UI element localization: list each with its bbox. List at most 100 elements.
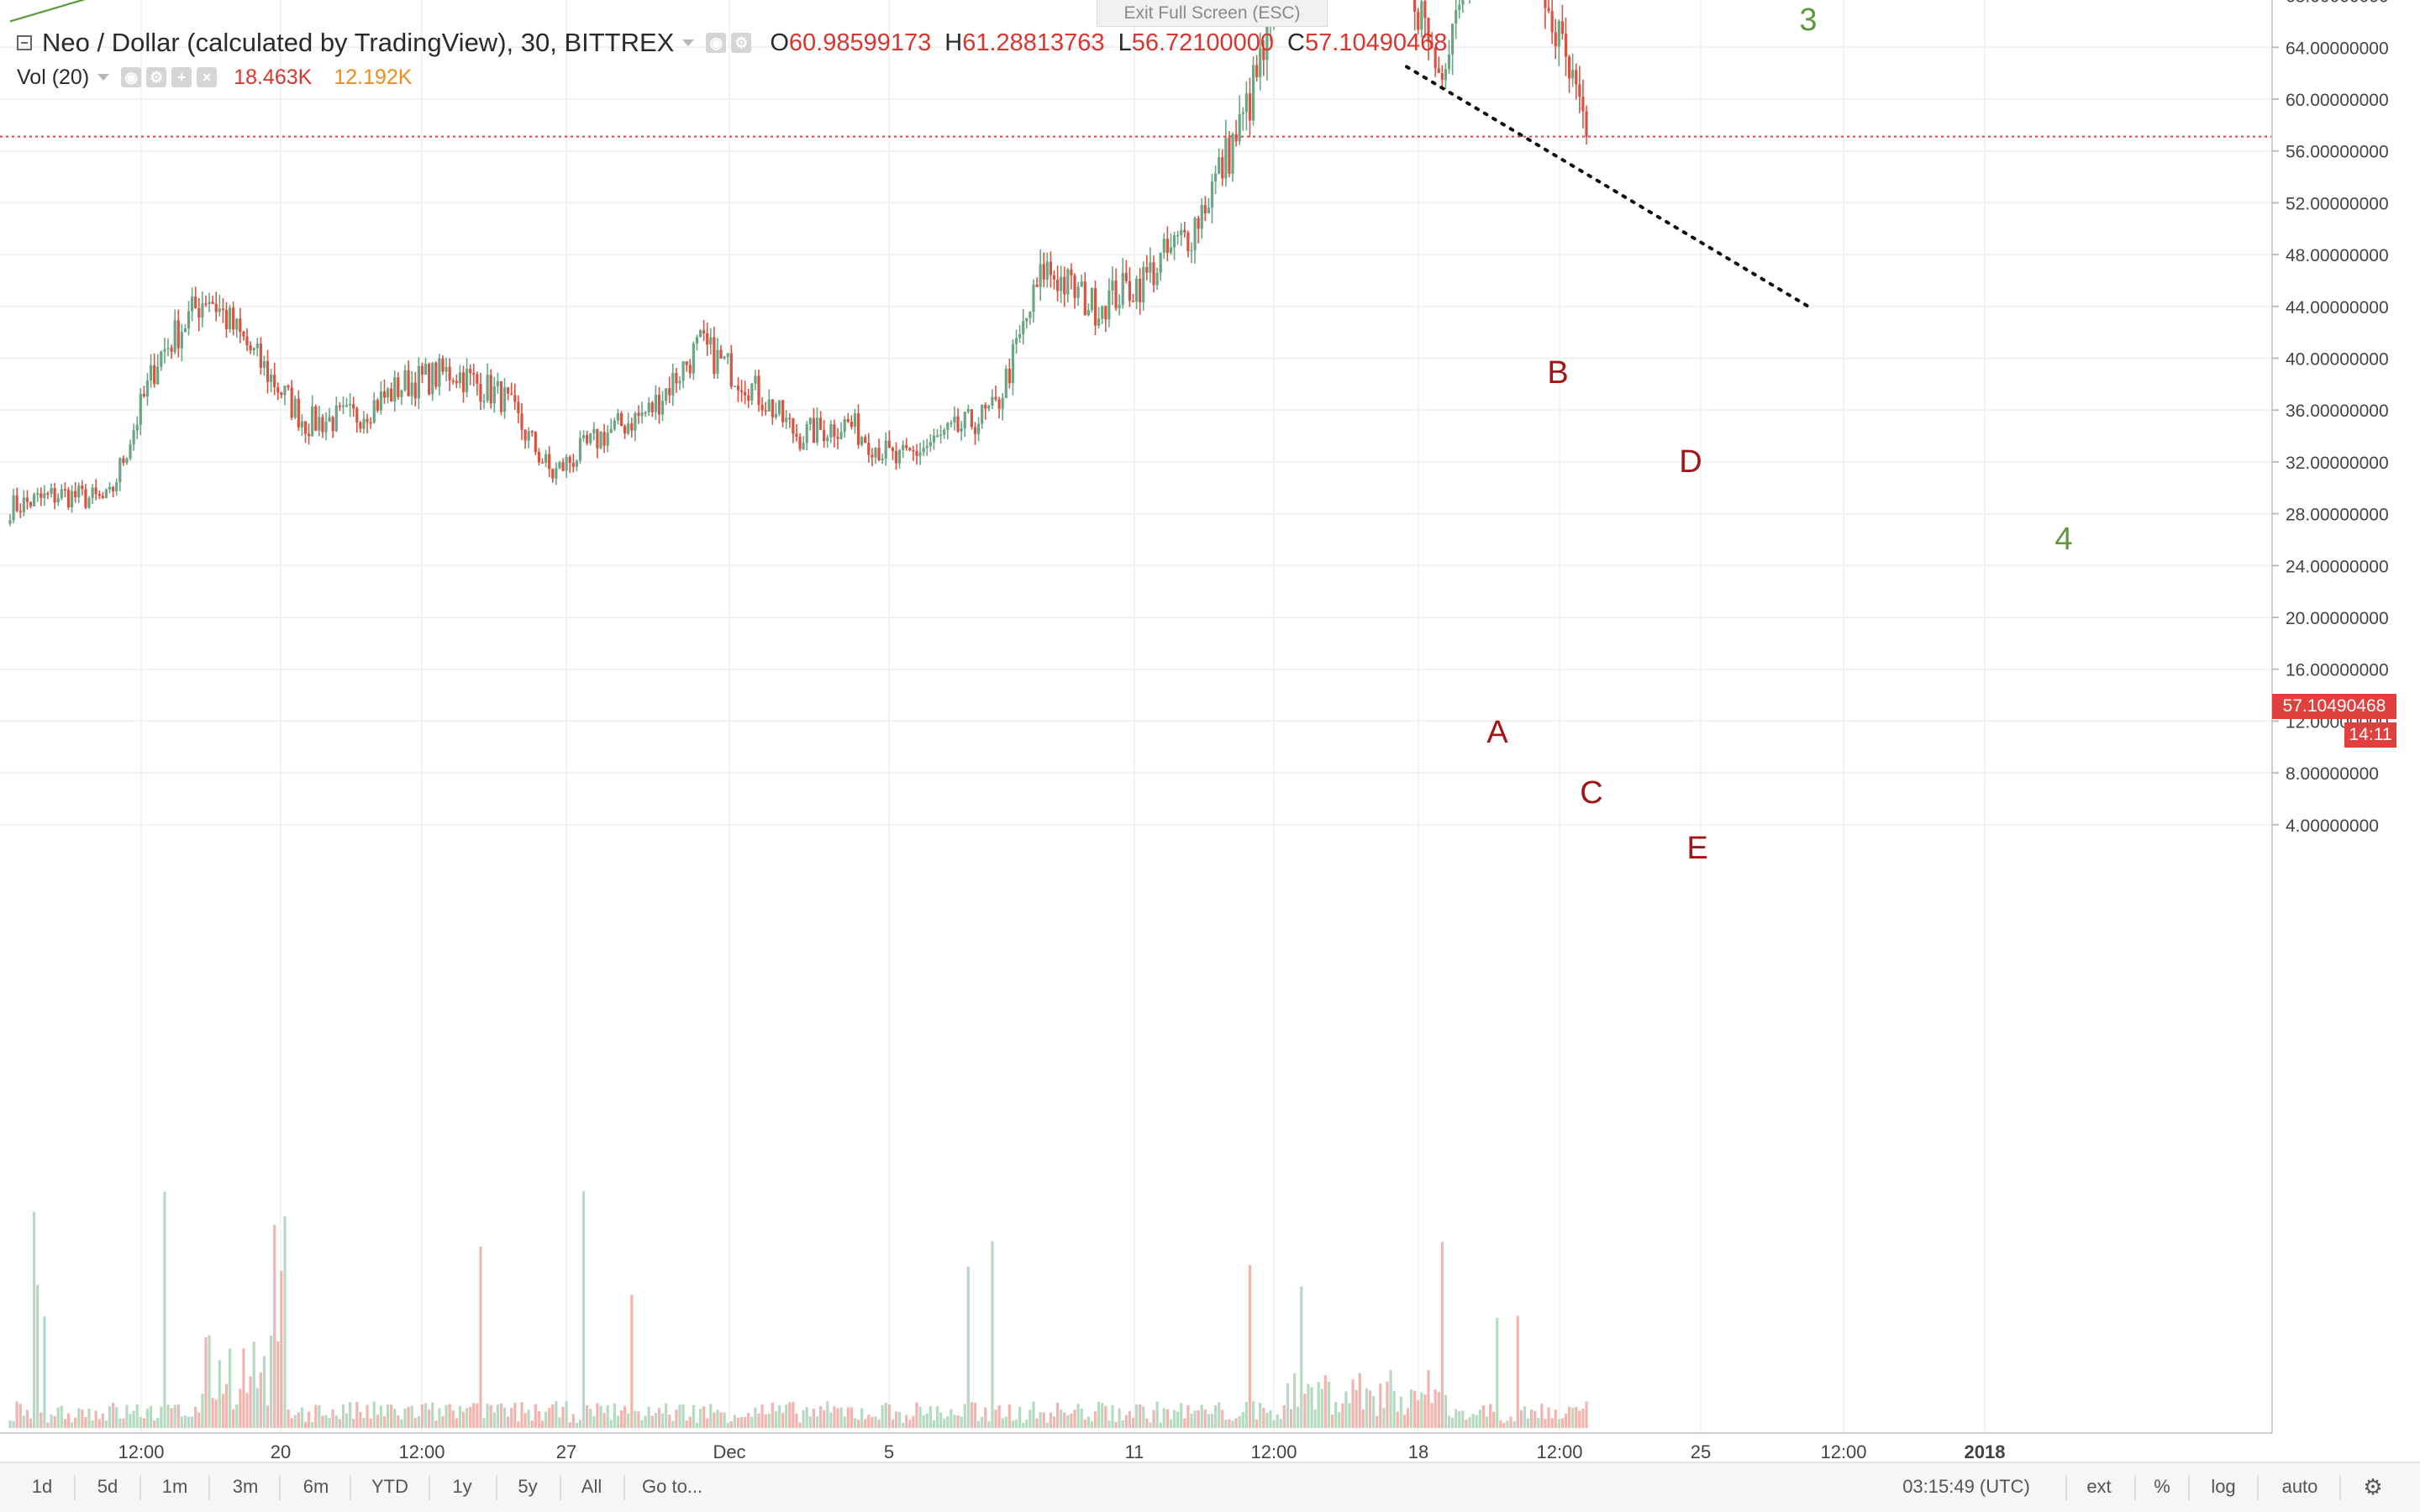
volume-bar [1210,1414,1214,1428]
volume-bar [619,1410,623,1428]
volume-bar [1468,1417,1471,1428]
candle-body [1197,218,1200,229]
volume-bar [695,1422,699,1428]
settings-gear-icon[interactable]: ⚙ [2363,1474,2383,1499]
candle-body [314,406,318,431]
volume-bar [221,1394,225,1428]
volume-indicator-label[interactable]: Vol (20) [17,65,90,89]
auto-scale-button[interactable]: auto [2281,1476,2318,1497]
volume-bar [77,1408,81,1428]
volume-bar [410,1405,413,1428]
volume-bar [1035,1418,1039,1428]
candle-body [349,404,352,406]
volume-bar [1203,1409,1207,1428]
gear-icon[interactable]: ⚙ [731,33,752,53]
chevron-down-icon[interactable] [97,74,110,81]
range-1d-button[interactable]: 1d [31,1476,53,1497]
volume-bar [458,1405,462,1428]
candle-body [1045,261,1049,280]
extended-hours-button[interactable]: ext [2086,1476,2112,1497]
volume-bar [1022,1422,1025,1428]
range-all-button[interactable]: All [581,1476,602,1497]
symbol-title[interactable]: Neo / Dollar (calculated by TradingView)… [42,28,675,57]
volume-bar [451,1410,455,1428]
range-5d-button[interactable]: 5d [97,1476,118,1497]
volume-bar [540,1420,544,1428]
candle-body [276,387,280,393]
candle-body [997,399,1001,409]
candle-body [950,423,953,424]
candle-body [688,365,692,374]
volume-bar [1392,1390,1396,1428]
volume-bar [328,1418,331,1428]
log-scale-button[interactable]: log [2211,1476,2236,1497]
volume-bar [1334,1402,1338,1428]
eye-icon[interactable]: ◉ [121,67,142,87]
range-5y-button[interactable]: 5y [518,1476,538,1497]
volume-bar [1265,1412,1269,1428]
volume-bar [1149,1422,1152,1428]
volume-bar [1447,1415,1451,1428]
volume-bar [1213,1404,1218,1428]
volume-bar [719,1412,723,1428]
close-icon[interactable]: × [197,67,218,87]
candle-body [1251,65,1255,121]
collapse-legend-icon[interactable] [17,35,32,50]
candle-body [1259,48,1262,77]
volume-bar [331,1409,334,1428]
exit-fullscreen-button[interactable]: Exit Full Screen (ESC) [1097,0,1328,27]
volume-bar [894,1411,898,1428]
volume-bar [204,1337,208,1428]
range-1y-button[interactable]: 1y [452,1476,472,1497]
add-icon[interactable]: + [171,67,192,87]
volume-bar [239,1389,242,1428]
volume-bar [420,1404,424,1428]
goto-date-button[interactable]: Go to... [642,1476,703,1497]
range-ytd-button[interactable]: YTD [371,1476,408,1497]
eye-icon[interactable]: ◉ [706,33,727,53]
candle-body [180,332,183,349]
candle-body [472,373,476,375]
chevron-down-icon[interactable] [682,39,695,46]
candle-body [826,437,829,442]
volume-bar [324,1415,328,1428]
volume-bar [665,1403,668,1428]
candle-body [510,393,513,396]
candle-body [455,381,458,384]
volume-bar [812,1408,815,1428]
volume-bar [956,1415,960,1428]
candle-body [91,487,94,498]
volume-bar [823,1410,826,1428]
range-1m-button[interactable]: 1m [161,1476,188,1497]
volume-bar [211,1398,214,1428]
volume-bar [1032,1401,1035,1428]
volume-bar [1371,1396,1376,1428]
gear-icon[interactable]: ⚙ [146,67,167,87]
candle-body [953,416,956,423]
candle-body [627,423,630,434]
candle-body [637,412,640,416]
volume-bar [91,1420,94,1428]
volume-bar [1282,1404,1286,1428]
percent-scale-button[interactable]: % [2154,1476,2170,1497]
candle-body [118,458,122,483]
candle-body [104,489,108,498]
candle-body [860,437,864,445]
candle-body [428,364,431,395]
volume-bar [135,1404,139,1428]
candle-body [101,496,104,498]
range-6m-button[interactable]: 6m [302,1476,329,1497]
candle-body [939,434,943,436]
volume-bar [1014,1420,1018,1428]
volume-bar [520,1402,523,1428]
candle-body [496,381,499,386]
utc-clock[interactable]: 03:15:49 (UTC) [1902,1476,2030,1497]
volume-bar [183,1415,187,1428]
candle-body [634,412,637,431]
range-3m-button[interactable]: 3m [232,1476,259,1497]
volume-bar [345,1413,349,1428]
volume-bar [249,1376,252,1428]
volume-bar [660,1413,665,1428]
candle-body [476,374,479,384]
